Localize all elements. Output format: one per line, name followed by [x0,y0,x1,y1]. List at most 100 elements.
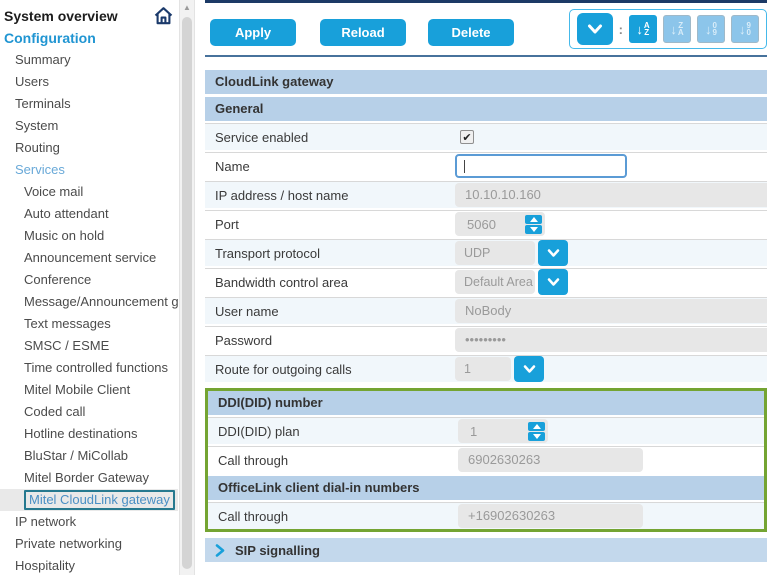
field-label: IP address / host name [215,187,349,203]
sidebar-item-label: System overview [4,8,118,24]
sidebar-item-label: Conference [24,272,92,287]
field-label: User name [215,303,279,319]
triangle-down-icon [529,226,538,232]
form-row-ip-address-host-name: IP address / host name 10.10.10.160 [205,181,767,208]
reload-button[interactable]: Reload [320,19,406,46]
scrollbar-up-arrow-icon[interactable]: ▲ [183,3,191,12]
bandwidth-control-area-dropdown-button[interactable] [538,269,568,295]
spinner-up-button[interactable] [528,421,545,431]
transport-protocol-value: UDP [455,241,535,265]
service-enabled-checkbox[interactable]: ✔ [460,130,474,144]
sidebar-item-label: Announcement service [24,250,157,265]
form-row-call-through: Call through +16902630263 [208,502,764,529]
sidebar: System overview Configuration Summary Users… [0,0,178,575]
sidebar-item-label: Auto attendant [24,206,109,221]
sidebar-item-summary[interactable]: Summary [0,49,178,71]
route-for-outgoing-calls-dropdown-button[interactable] [514,356,544,382]
sidebar-item-mitel-cloudlink-gateway[interactable]: Mitel CloudLink gateway [0,489,178,511]
sidebar-item-label: Mitel Mobile Client [24,382,131,397]
ddi-did-plan-value: 1 [470,423,478,439]
sidebar-item-text-messages[interactable]: Text messages [0,313,178,335]
arrow-down-icon: ↓ [739,21,746,37]
sidebar-item-label: Mitel Border Gateway [24,470,149,485]
form-row-route-for-outgoing-calls: Route for outgoing calls 1 [205,355,767,382]
sidebar-item-voice-mail[interactable]: Voice mail [0,181,178,203]
sidebar-item-mitel-mobile-client[interactable]: Mitel Mobile Client [0,379,178,401]
sidebar-item-label: Private networking [15,536,122,551]
chevron-down-icon [523,364,535,373]
section-header-officelink-client-dial-in-numbers: OfficeLink client dial-in numbers [208,476,764,500]
sidebar-item-time-controlled-functions[interactable]: Time controlled functions [0,357,178,379]
sidebar-item-hospitality[interactable]: Hospitality [0,555,178,575]
sidebar-item-conference[interactable]: Conference [0,269,178,291]
chevron-down-icon [547,248,559,257]
sidebar-item-system-overview[interactable]: System overview [0,5,178,27]
sidebar-item-label: IP network [15,514,77,529]
checkmark-icon: ✔ [462,131,472,144]
chevron-down-icon [547,277,559,286]
sidebar-item-music-on-hold[interactable]: Music on hold [0,225,178,247]
sidebar-item-label: Message/Announcement gro [24,294,178,309]
section-toggle-sip-signalling[interactable]: SIP signalling [205,538,767,562]
user-name-field: NoBody [455,299,767,323]
sort-alpha-descending-button[interactable]: ↓ Z A [663,15,691,43]
sidebar-item-label: Hotline destinations [24,426,138,441]
sidebar-item-users[interactable]: Users [0,71,178,93]
sidebar-item-label: Users [15,74,49,89]
section-label: SIP signalling [235,542,321,558]
sort-numeric-descending-button[interactable]: ↓ 9 0 [731,15,759,43]
sidebar-item-configuration[interactable]: Configuration [0,27,178,49]
chevron-down-icon [587,24,602,33]
sidebar-item-blustar-micollab[interactable]: BluStar / MiCollab [0,445,178,467]
sidebar-item-system[interactable]: System [0,115,178,137]
sidebar-item-auto-attendant[interactable]: Auto attendant [0,203,178,225]
field-label: Service enabled [215,129,309,145]
form-row-password: Password ••••••••• [205,326,767,353]
triangle-up-icon [532,423,541,429]
sidebar-item-label: System [15,118,59,133]
sidebar-item-terminals[interactable]: Terminals [0,93,178,115]
scrollbar-thumb[interactable] [182,17,192,569]
transport-protocol-dropdown-button[interactable] [538,240,568,266]
sidebar-item-label: Services [15,162,65,177]
sidebar-item-mitel-border-gateway[interactable]: Mitel Border Gateway [0,467,178,489]
sort-alpha-ascending-button[interactable]: ↓ A Z [629,15,657,43]
sidebar-item-routing[interactable]: Routing [0,137,178,159]
sidebar-item-ip-network[interactable]: IP network [0,511,178,533]
sidebar-item-label: Text messages [24,316,111,331]
ip-address-host-name-field: 10.10.10.160 [455,183,767,207]
apply-button[interactable]: Apply [210,19,296,46]
sidebar-item-services[interactable]: Services [0,159,178,181]
name-input[interactable] [455,154,627,178]
field-label: Call through [218,452,289,468]
sidebar-item-label: Summary [15,52,71,67]
field-label: Bandwidth control area [215,274,348,290]
sidebar-item-message-announcement-gro[interactable]: Message/Announcement gro [0,291,178,313]
sidebar-item-label: Hospitality [15,558,75,573]
sidebar-item-smsc-esme[interactable]: SMSC / ESME [0,335,178,357]
sidebar-item-label: BluStar / MiCollab [24,448,129,463]
delete-button[interactable]: Delete [428,19,514,46]
sidebar-item-coded-call[interactable]: Coded call [0,401,178,423]
section-header-cloudlink-gateway: CloudLink gateway [205,70,767,94]
sidebar-item-private-networking[interactable]: Private networking [0,533,178,555]
sidebar-item-hotline-destinations[interactable]: Hotline destinations [0,423,178,445]
spinner-down-button[interactable] [528,431,545,441]
call-through-field: 6902630263 [458,448,643,472]
spinner-down-button[interactable] [525,224,542,234]
arrow-down-icon: ↓ [636,21,643,37]
form-row-port: Port 5060 [205,210,767,237]
home-icon[interactable] [153,6,174,26]
main-panel: Delete Reload Apply : ↓ A Z ↓ Z A ↓ 0 9 ↓ 9 0 CloudLi… [205,0,767,575]
sort-dropdown-button[interactable] [576,13,613,45]
form-row-transport-protocol: Transport protocol UDP [205,239,767,266]
spinner-up-button[interactable] [525,214,542,224]
form-row-call-through: Call through 6902630263 [208,446,764,473]
field-label: Call through [218,508,289,524]
sort-numeric-ascending-button[interactable]: ↓ 0 9 [697,15,725,43]
form-row-ddi-did-plan: DDI(DID) plan 1 [208,417,764,444]
sidebar-item-label: Configuration [4,30,96,46]
top-divider [205,0,767,3]
sidebar-item-announcement-service[interactable]: Announcement service [0,247,178,269]
section-header-ddi-did-number: DDI(DID) number [208,391,764,415]
